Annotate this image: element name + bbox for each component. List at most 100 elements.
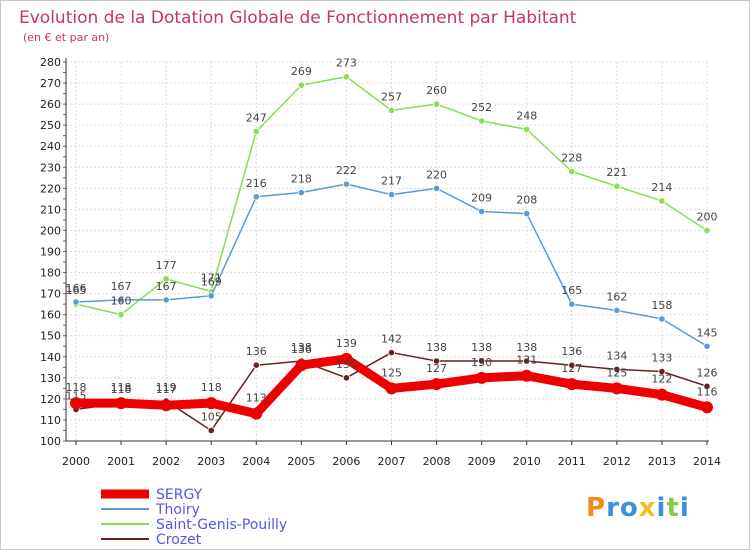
data-label-sergy: 118 <box>201 381 222 394</box>
data-label-crozet: 115 <box>66 389 87 402</box>
data-label-saint-genis-pouilly: 257 <box>381 90 402 103</box>
y-tick-label: 270 <box>40 77 61 90</box>
data-label-saint-genis-pouilly: 247 <box>246 111 267 124</box>
data-label-sergy: 122 <box>651 373 672 386</box>
data-point-thoiry <box>613 306 621 315</box>
data-point-thoiry <box>252 193 260 201</box>
data-label-saint-genis-pouilly: 248 <box>516 109 537 122</box>
data-point-saint-genis-pouilly <box>658 197 666 205</box>
x-tick-label: 2007 <box>378 455 406 468</box>
legend-label-thoiry: Thoiry <box>155 502 200 518</box>
y-tick-label: 130 <box>40 372 61 385</box>
data-label-thoiry: 216 <box>246 177 267 190</box>
data-label-thoiry: 169 <box>201 276 222 289</box>
x-tick-label: 2010 <box>513 455 541 468</box>
data-label-saint-genis-pouilly: 214 <box>651 181 672 194</box>
data-point-sergy <box>250 407 263 420</box>
data-point-crozet <box>568 361 576 369</box>
data-point-thoiry <box>658 315 666 323</box>
data-point-sergy <box>565 378 578 391</box>
legend-label-sergy: SERGY <box>156 487 203 503</box>
data-point-saint-genis-pouilly <box>568 167 576 176</box>
data-point-thoiry <box>342 180 351 188</box>
data-label-crozet: 134 <box>606 349 627 362</box>
data-point-saint-genis-pouilly <box>342 73 351 81</box>
y-tick-label: 250 <box>40 119 61 132</box>
data-point-saint-genis-pouilly <box>613 182 621 190</box>
data-point-saint-genis-pouilly <box>387 106 396 115</box>
y-tick-label: 240 <box>40 140 61 153</box>
data-label-sergy: 118 <box>111 381 132 394</box>
data-label-sergy: 125 <box>381 366 402 379</box>
data-point-saint-genis-pouilly <box>252 127 260 136</box>
y-tick-label: 170 <box>40 288 61 301</box>
data-point-crozet <box>703 382 711 390</box>
axis-layer: 100 110 120 130 140 150 160 170 180 190 200 210 220 2… <box>40 56 721 468</box>
data-label-saint-genis-pouilly: 273 <box>336 57 357 70</box>
data-point-sergy <box>160 399 173 412</box>
data-label-thoiry: 167 <box>111 280 132 293</box>
data-point-crozet <box>342 374 351 382</box>
data-label-sergy: 136 <box>291 343 312 356</box>
data-label-crozet: 118 <box>111 383 132 396</box>
data-label-sergy: 127 <box>426 362 447 375</box>
y-tick-label: 100 <box>40 435 61 448</box>
y-tick-label: 260 <box>40 98 61 111</box>
data-label-thoiry: 158 <box>651 299 672 312</box>
x-tick-label: 2006 <box>332 455 360 468</box>
data-label-crozet: 105 <box>201 410 222 423</box>
data-point-thoiry <box>207 292 215 300</box>
data-point-sergy <box>295 359 308 372</box>
data-point-crozet <box>207 426 215 435</box>
data-label-saint-genis-pouilly: 160 <box>111 295 132 308</box>
data-point-thoiry <box>568 300 576 308</box>
x-tick-label: 2008 <box>423 455 451 468</box>
legend-label-crozet: Crozet <box>156 532 202 548</box>
data-point-sergy <box>520 369 533 382</box>
data-point-sergy <box>701 401 713 414</box>
data-label-saint-genis-pouilly: 165 <box>66 284 87 297</box>
data-label-sergy: 125 <box>606 366 627 379</box>
data-point-crozet <box>432 357 441 365</box>
data-label-thoiry: 217 <box>381 175 402 188</box>
data-point-sergy <box>70 397 82 410</box>
x-tick-label: 2011 <box>558 455 586 468</box>
data-point-thoiry <box>387 191 396 199</box>
data-point-crozet <box>658 367 666 376</box>
data-label-crozet: 126 <box>697 366 718 379</box>
x-tick-label: 2003 <box>197 455 225 468</box>
data-label-saint-genis-pouilly: 260 <box>426 84 447 97</box>
grid-layer <box>66 61 709 442</box>
y-tick-label: 210 <box>40 203 61 216</box>
data-label-thoiry: 166 <box>66 282 87 295</box>
data-label-crozet: 138 <box>291 341 312 354</box>
data-point-thoiry <box>432 184 441 192</box>
data-point-sergy <box>115 397 128 410</box>
data-label-thoiry: 165 <box>561 284 582 297</box>
y-tick-label: 280 <box>40 56 61 69</box>
data-point-thoiry <box>117 296 125 304</box>
data-label-saint-genis-pouilly: 200 <box>697 210 718 223</box>
data-label-thoiry: 145 <box>697 326 718 339</box>
series-layer <box>70 73 713 435</box>
data-point-thoiry <box>478 207 486 216</box>
data-label-thoiry: 208 <box>516 194 537 207</box>
data-point-saint-genis-pouilly <box>703 226 711 235</box>
data-point-saint-genis-pouilly <box>478 117 486 125</box>
x-tick-label: 2001 <box>107 455 135 468</box>
data-label-thoiry: 222 <box>336 164 357 177</box>
data-point-saint-genis-pouilly <box>117 311 125 319</box>
data-label-sergy: 118 <box>66 381 87 394</box>
data-label-sergy: 131 <box>516 354 537 367</box>
y-tick-label: 200 <box>40 224 61 237</box>
data-point-crozet <box>252 361 260 369</box>
y-tick-label: 220 <box>40 182 61 195</box>
data-point-crozet <box>387 348 396 357</box>
x-tick-label: 2012 <box>603 455 631 468</box>
data-point-thoiry <box>703 342 711 350</box>
data-point-crozet <box>478 357 486 365</box>
